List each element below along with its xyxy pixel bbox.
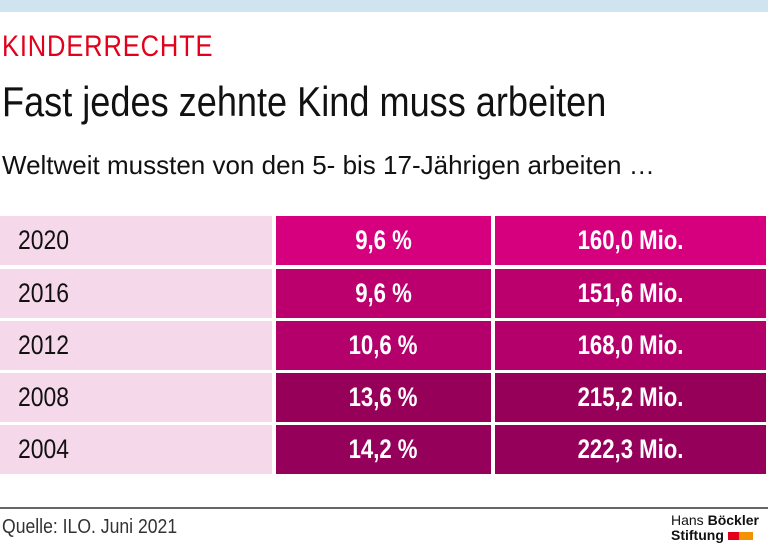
- count-cell: 222,3 Mio.: [495, 425, 766, 474]
- subtitle: Weltweit mussten von den 5- bis 17-Jähri…: [2, 150, 655, 180]
- percent-cell-text: 13,6 %: [349, 382, 418, 412]
- year-cell-text: 2012: [18, 330, 70, 360]
- count-cell: 168,0 Mio.: [495, 321, 766, 370]
- percent-cell: 9,6 %: [276, 216, 491, 265]
- count-cell: 160,0 Mio.: [495, 216, 766, 265]
- percent-cell: 14,2 %: [276, 425, 491, 474]
- count-cell-text: 168,0 Mio.: [577, 330, 684, 360]
- percent-cell-text: 9,6 %: [355, 278, 412, 308]
- year-cell: 2012: [0, 321, 272, 370]
- year-cell-text: 2016: [18, 278, 70, 308]
- table-row: 2008 13,6 % 215,2 Mio.: [0, 373, 768, 422]
- percent-cell: 9,6 %: [276, 269, 491, 318]
- count-cell: 215,2 Mio.: [495, 373, 766, 422]
- source: Quelle: ILO. Juni 2021: [2, 516, 178, 538]
- year-cell: 2008: [0, 373, 272, 422]
- page-title: Fast jedes zehnte Kind muss arbeiten: [2, 78, 607, 125]
- hans-boeckler-logo: Hans Böckler Stiftung: [671, 512, 759, 543]
- year-cell-text: 2004: [18, 434, 70, 464]
- count-cell-text: 151,6 Mio.: [577, 278, 684, 308]
- year-cell-text: 2020: [18, 225, 70, 255]
- percent-cell: 13,6 %: [276, 373, 491, 422]
- year-cell-text: 2008: [18, 382, 70, 412]
- table-row: 2004 14,2 % 222,3 Mio.: [0, 425, 768, 474]
- count-cell: 151,6 Mio.: [495, 269, 766, 318]
- table-row: 2016 9,6 % 151,6 Mio.: [0, 269, 768, 318]
- table-row: 2020 9,6 % 160,0 Mio.: [0, 216, 768, 265]
- table-row: 2012 10,6 % 168,0 Mio.: [0, 321, 768, 370]
- count-cell-text: 222,3 Mio.: [577, 434, 684, 464]
- percent-cell-text: 10,6 %: [349, 330, 418, 360]
- percent-cell-text: 14,2 %: [349, 434, 418, 464]
- kicker: KINDERRECHTE: [2, 30, 214, 63]
- year-cell: 2016: [0, 269, 272, 318]
- year-cell: 2020: [0, 216, 272, 265]
- year-cell: 2004: [0, 425, 272, 474]
- percent-cell: 10,6 %: [276, 321, 491, 370]
- count-cell-text: 215,2 Mio.: [577, 382, 684, 412]
- top-bar: [0, 0, 768, 12]
- count-cell-text: 160,0 Mio.: [577, 225, 684, 255]
- divider: [0, 507, 768, 509]
- percent-cell-text: 9,6 %: [355, 225, 412, 255]
